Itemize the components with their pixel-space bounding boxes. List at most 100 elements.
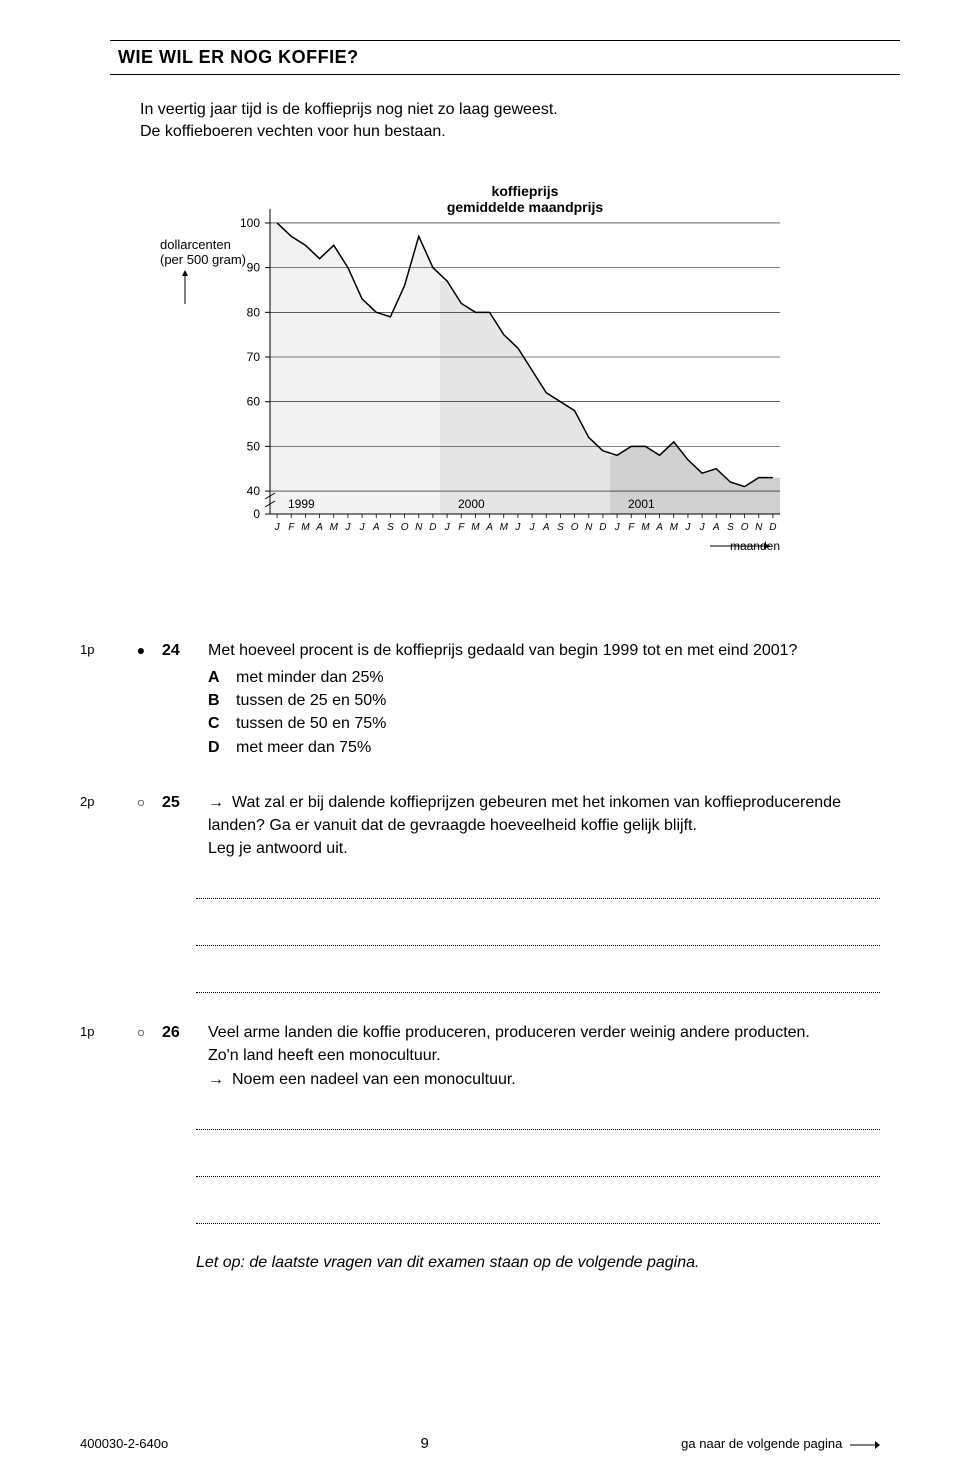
question-24: 1p ● 24 Met hoeveel procent is de koffie… — [80, 639, 880, 775]
answer-lines-q26 — [196, 1111, 880, 1224]
svg-text:50: 50 — [247, 439, 261, 453]
svg-text:M: M — [330, 522, 339, 533]
svg-text:A: A — [372, 522, 380, 533]
intro-paragraph: In veertig jaar tijd is de koffieprijs n… — [140, 99, 880, 144]
q24-options: A met minder dan 25% B tussen de 25 en 5… — [208, 666, 880, 759]
svg-text:M: M — [471, 522, 480, 533]
svg-text:N: N — [585, 522, 593, 533]
q26-line3: Noem een nadeel van een monocultuur. — [232, 1071, 516, 1088]
answer-lines-q25 — [196, 880, 880, 993]
svg-text:60: 60 — [247, 394, 261, 408]
arrow-icon: → — [208, 791, 224, 814]
answer-line — [196, 1158, 880, 1177]
option-label: C — [208, 712, 236, 735]
option-row: C tussen de 50 en 75% — [208, 712, 880, 735]
svg-text:40: 40 — [247, 484, 261, 498]
footer-left: 400030-2-640o — [80, 1436, 168, 1451]
svg-text:J: J — [684, 522, 691, 533]
option-row: D met meer dan 75% — [208, 736, 880, 759]
svg-text:A: A — [315, 522, 323, 533]
q26-line2: Zo'n land heeft een monocultuur. — [208, 1047, 441, 1064]
answer-line — [196, 1111, 880, 1130]
answer-line — [196, 927, 880, 946]
svg-text:80: 80 — [247, 305, 261, 319]
svg-text:N: N — [415, 522, 423, 533]
question-number: 25 — [162, 791, 202, 861]
svg-text:100: 100 — [240, 216, 260, 230]
page-footer: 400030-2-640o 9 ga naar de volgende pagi… — [80, 1435, 880, 1452]
q24-stem: Met hoeveel procent is de koffieprijs ge… — [208, 639, 880, 662]
question-text: → Wat zal er bij dalende koffieprijzen ge… — [208, 791, 880, 861]
svg-text:A: A — [655, 522, 663, 533]
option-text: met meer dan 75% — [236, 736, 880, 759]
answer-line — [196, 1205, 880, 1224]
svg-text:dollarcenten: dollarcenten — [160, 237, 231, 252]
open-marker-icon: ○ — [126, 791, 156, 861]
option-label: D — [208, 736, 236, 759]
svg-text:1999: 1999 — [288, 497, 315, 511]
section-title: WIE WIL ER NOG KOFFIE? — [118, 47, 359, 67]
section-title-bar: WIE WIL ER NOG KOFFIE? — [110, 40, 900, 75]
svg-text:O: O — [401, 522, 409, 533]
question-text: Veel arme landen die koffie produceren, … — [208, 1021, 880, 1091]
open-marker-icon: ○ — [126, 1021, 156, 1091]
svg-text:J: J — [359, 522, 366, 533]
question-text: Met hoeveel procent is de koffieprijs ge… — [208, 639, 880, 775]
chart-container: 0405060708090100JFMAMJJASONDJFMAMJJASOND… — [140, 174, 880, 599]
svg-text:koffieprijs: koffieprijs — [492, 183, 559, 199]
option-label: B — [208, 689, 236, 712]
svg-text:90: 90 — [247, 260, 261, 274]
svg-text:M: M — [500, 522, 509, 533]
svg-text:J: J — [514, 522, 521, 533]
option-text: met minder dan 25% — [236, 666, 880, 689]
svg-text:J: J — [344, 522, 351, 533]
svg-text:J: J — [444, 522, 451, 533]
svg-text:2001: 2001 — [628, 497, 655, 511]
option-row: A met minder dan 25% — [208, 666, 880, 689]
footer-right: ga naar de volgende pagina — [681, 1436, 880, 1451]
svg-text:F: F — [288, 522, 295, 533]
svg-text:S: S — [387, 522, 394, 533]
option-text: tussen de 25 en 50% — [236, 689, 880, 712]
svg-text:S: S — [557, 522, 564, 533]
q25-line1: Wat zal er bij dalende koffieprijzen geb… — [232, 794, 841, 811]
q25-line3: Leg je antwoord uit. — [208, 840, 348, 857]
arrow-right-icon — [850, 1440, 880, 1450]
svg-text:D: D — [599, 522, 606, 533]
svg-text:S: S — [727, 522, 734, 533]
svg-text:A: A — [712, 522, 720, 533]
points-label: 1p — [80, 639, 120, 775]
footer-right-text: ga naar de volgende pagina — [681, 1436, 842, 1451]
q25-line2: landen? Ga er vanuit dat de gevraagde ho… — [208, 817, 697, 834]
svg-text:J: J — [529, 522, 536, 533]
page-note: Let op: de laatste vragen van dit examen… — [196, 1254, 880, 1272]
svg-text:O: O — [571, 522, 579, 533]
svg-text:J: J — [614, 522, 621, 533]
q26-line1: Veel arme landen die koffie produceren, … — [208, 1024, 810, 1041]
answer-line — [196, 880, 880, 899]
intro-line-1: In veertig jaar tijd is de koffieprijs n… — [140, 99, 880, 121]
option-label: A — [208, 666, 236, 689]
svg-text:J: J — [274, 522, 281, 533]
closed-marker-icon: ● — [126, 639, 156, 775]
svg-text:J: J — [699, 522, 706, 533]
svg-text:M: M — [670, 522, 679, 533]
svg-text:M: M — [641, 522, 650, 533]
question-number: 26 — [162, 1021, 202, 1091]
points-label: 1p — [80, 1021, 120, 1091]
svg-text:A: A — [485, 522, 493, 533]
footer-page-number: 9 — [421, 1435, 429, 1452]
svg-text:D: D — [769, 522, 776, 533]
answer-line — [196, 974, 880, 993]
svg-text:0: 0 — [253, 507, 260, 521]
svg-text:maanden: maanden — [730, 539, 780, 553]
chart-svg: 0405060708090100JFMAMJJASONDJFMAMJJASOND… — [140, 174, 820, 594]
svg-text:M: M — [301, 522, 310, 533]
question-26: 1p ○ 26 Veel arme landen die koffie prod… — [80, 1021, 880, 1091]
svg-text:D: D — [429, 522, 436, 533]
intro-line-2: De koffieboeren vechten voor hun bestaan… — [140, 121, 880, 143]
question-number: 24 — [162, 639, 202, 775]
option-row: B tussen de 25 en 50% — [208, 689, 880, 712]
arrow-icon: → — [208, 1068, 224, 1091]
svg-text:A: A — [542, 522, 550, 533]
